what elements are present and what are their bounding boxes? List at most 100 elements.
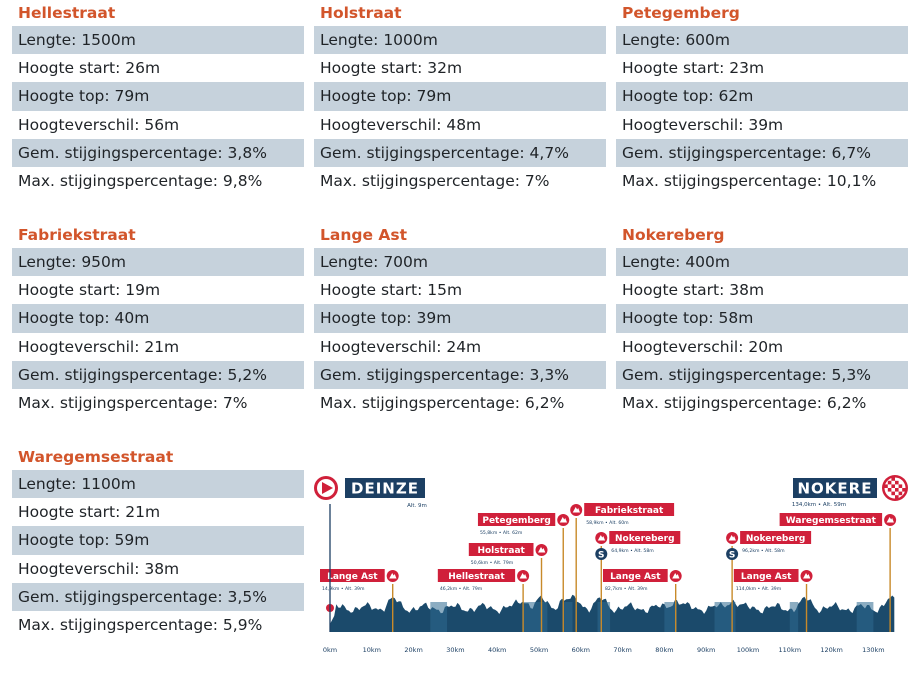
climb-marker-label: Nokereberg <box>615 534 675 544</box>
climb-hoogteverschil: Hoogteverschil: 39m <box>622 115 784 134</box>
climb-max-stijging: Max. stijgingspercentage: 6,2% <box>622 393 867 412</box>
climb-gem-stijging: Gem. stijgingspercentage: 3,5% <box>12 582 304 611</box>
climb-hoogte-start: Hoogte start: 26m <box>18 59 161 78</box>
sprint-icon <box>595 548 608 560</box>
finish-marker: NOKERE 134,0km • Alt. 59m <box>792 475 908 508</box>
climb-marker-sub: 46,2km • Alt. 79m <box>440 586 483 592</box>
profile-band <box>789 602 799 632</box>
climb-max-stijging: Max. stijgingspercentage: 6,2% <box>320 393 565 412</box>
profile-band <box>564 602 573 632</box>
climb-hoogteverschil: Hoogteverschil: 48m <box>320 115 482 134</box>
climb-gem-stijging: Gem. stijgingspercentage: 4,7% <box>314 138 606 167</box>
climb-marker-label-box <box>602 569 668 582</box>
climb-hoogteverschil: Hoogteverschil: 56m <box>18 115 180 134</box>
climb-card-nokereberg: Nokereberg Lengte: 400m Hoogte start: 38… <box>616 222 908 417</box>
climb-title: Hellestraat <box>18 4 116 22</box>
climb-marker-label-box <box>584 503 675 516</box>
start-marker: DEINZE Alt. 9m <box>314 476 427 632</box>
finish-sub: 134,0km • Alt. 59m <box>792 502 846 508</box>
km-tick-label: 100km <box>737 646 760 654</box>
climb-hoogte-top: Hoogte top: 62m <box>616 82 908 111</box>
start-label-box <box>345 478 425 498</box>
climb-gem-stijging: Gem. stijgingspercentage: 3,8% <box>12 138 304 167</box>
climb-hoogteverschil: Hoogteverschil: 21m <box>18 337 180 356</box>
climb-marker-label-box <box>320 569 385 582</box>
climb-gem-stijging: Gem. stijgingspercentage: 3,3% <box>314 360 606 389</box>
climb-hoogte-top: Hoogte top: 58m <box>616 304 908 333</box>
sprint-label: S <box>729 551 735 561</box>
climb-card-lange-ast: Lange Ast Lengte: 700m Hoogte start: 15m… <box>314 222 606 417</box>
climb-marker-sub: 96,2km • Alt. 58m <box>742 548 785 554</box>
climb-marker-label-box <box>740 531 812 544</box>
climb-marker-label: Lange Ast <box>741 572 792 582</box>
checkered-flag-icon <box>882 475 908 501</box>
climb-lengte: Lengte: 950m <box>12 248 304 277</box>
climb-title: Holstraat <box>320 4 402 22</box>
climb-marker-label-box <box>437 569 516 582</box>
climb-marker-label: Fabriekstraat <box>595 506 664 516</box>
climb-hoogteverschil: Hoogteverschil: 20m <box>622 337 784 356</box>
climb-max-stijging: Max. stijgingspercentage: 9,8% <box>18 171 263 190</box>
profile-band <box>522 602 548 632</box>
climb-marker-label-box <box>477 513 556 526</box>
climb-title: Petegemberg <box>622 4 740 22</box>
climb-hoogte-start: Hoogte start: 21m <box>18 503 161 522</box>
climb-lengte: Lengte: 1500m <box>12 26 304 55</box>
km-tick-label: 90km <box>697 646 715 654</box>
km-tick-label: 50km <box>530 646 548 654</box>
climb-marker-label-box <box>609 531 681 544</box>
climb-max-stijging: Max. stijgingspercentage: 10,1% <box>622 171 877 190</box>
km-tick-label: 80km <box>655 646 673 654</box>
climb-marker-label: Holstraat <box>477 546 525 556</box>
climb-marker-sub: 50,6km • Alt. 79m <box>471 560 514 566</box>
climb-marker-sub: 55,8km • Alt. 62m <box>480 530 523 536</box>
climb-marker-label: Lange Ast <box>610 572 661 582</box>
km-tick-label: 110km <box>779 646 802 654</box>
profile-band <box>714 602 736 632</box>
climb-marker-label: Hellestraat <box>448 572 505 582</box>
km-tick-label: 0km <box>323 646 337 654</box>
km-tick-label: 130km <box>862 646 885 654</box>
km-tick-label: 30km <box>446 646 464 654</box>
climb-hoogte-start: Hoogte start: 23m <box>622 59 765 78</box>
profile-band <box>597 602 611 632</box>
course-profile: 0km 10km 20km 30km 40km 50km 60km 70km 80km 90km 1… <box>314 475 908 654</box>
climb-card-waregemsestraat: Waregemsestraat Lengte: 1100m Hoogte sta… <box>12 444 304 639</box>
climb-hoogteverschil: Hoogteverschil: 38m <box>18 559 180 578</box>
profile-climb-markers: Lange Ast 14,9km • Alt. 39m Hellestraat 46,… <box>320 503 897 612</box>
km-tick-label: 10km <box>363 646 381 654</box>
climb-hoogte-top: Hoogte top: 40m <box>12 304 304 333</box>
climb-marker-label-box <box>468 543 534 556</box>
profile-band <box>664 602 677 632</box>
climb-lengte: Lengte: 600m <box>616 26 908 55</box>
climb-hoogte-start: Hoogte start: 19m <box>18 281 161 300</box>
climb-lengte: Lengte: 1000m <box>314 26 606 55</box>
climb-marker-label-box <box>779 513 883 526</box>
climb-marker-label: Nokereberg <box>746 534 806 544</box>
sprint-label: S <box>598 551 604 561</box>
climb-marker-label-box <box>733 569 799 582</box>
climb-max-stijging: Max. stijgingspercentage: 7% <box>320 171 550 190</box>
climb-gem-stijging: Gem. stijgingspercentage: 5,2% <box>12 360 304 389</box>
climb-hoogte-top: Hoogte top: 39m <box>314 304 606 333</box>
start-label: DEINZE <box>351 480 419 498</box>
climb-title: Lange Ast <box>320 226 408 244</box>
climb-marker-label: Petegemberg <box>482 516 550 526</box>
profile-band <box>430 602 448 632</box>
climb-card-petegemberg: Petegemberg Lengte: 600m Hoogte start: 2… <box>616 0 908 195</box>
climb-gem-stijging: Gem. stijgingspercentage: 6,7% <box>616 138 908 167</box>
climb-marker-sub: 14,9km • Alt. 39m <box>322 586 365 592</box>
profile-km-axis: 0km 10km 20km 30km 40km 50km 60km 70km 80km 90km 1… <box>323 646 885 654</box>
climb-marker-label: Lange Ast <box>327 572 378 582</box>
climb-gem-stijging: Gem. stijgingspercentage: 5,3% <box>616 360 908 389</box>
profile-silhouette <box>330 594 895 632</box>
sprint-icon <box>726 548 739 560</box>
climb-title: Waregemsestraat <box>18 448 174 466</box>
start-alt: Alt. 9m <box>407 503 427 509</box>
km-tick-label: 20km <box>404 646 422 654</box>
climb-lengte: Lengte: 700m <box>314 248 606 277</box>
climb-hoogte-top: Hoogte top: 79m <box>12 82 304 111</box>
climb-marker-label: Waregemsestraat <box>786 516 877 526</box>
climb-marker-sub: 58,9km • Alt. 60m <box>586 520 629 526</box>
climb-hoogte-start: Hoogte start: 15m <box>320 281 463 300</box>
